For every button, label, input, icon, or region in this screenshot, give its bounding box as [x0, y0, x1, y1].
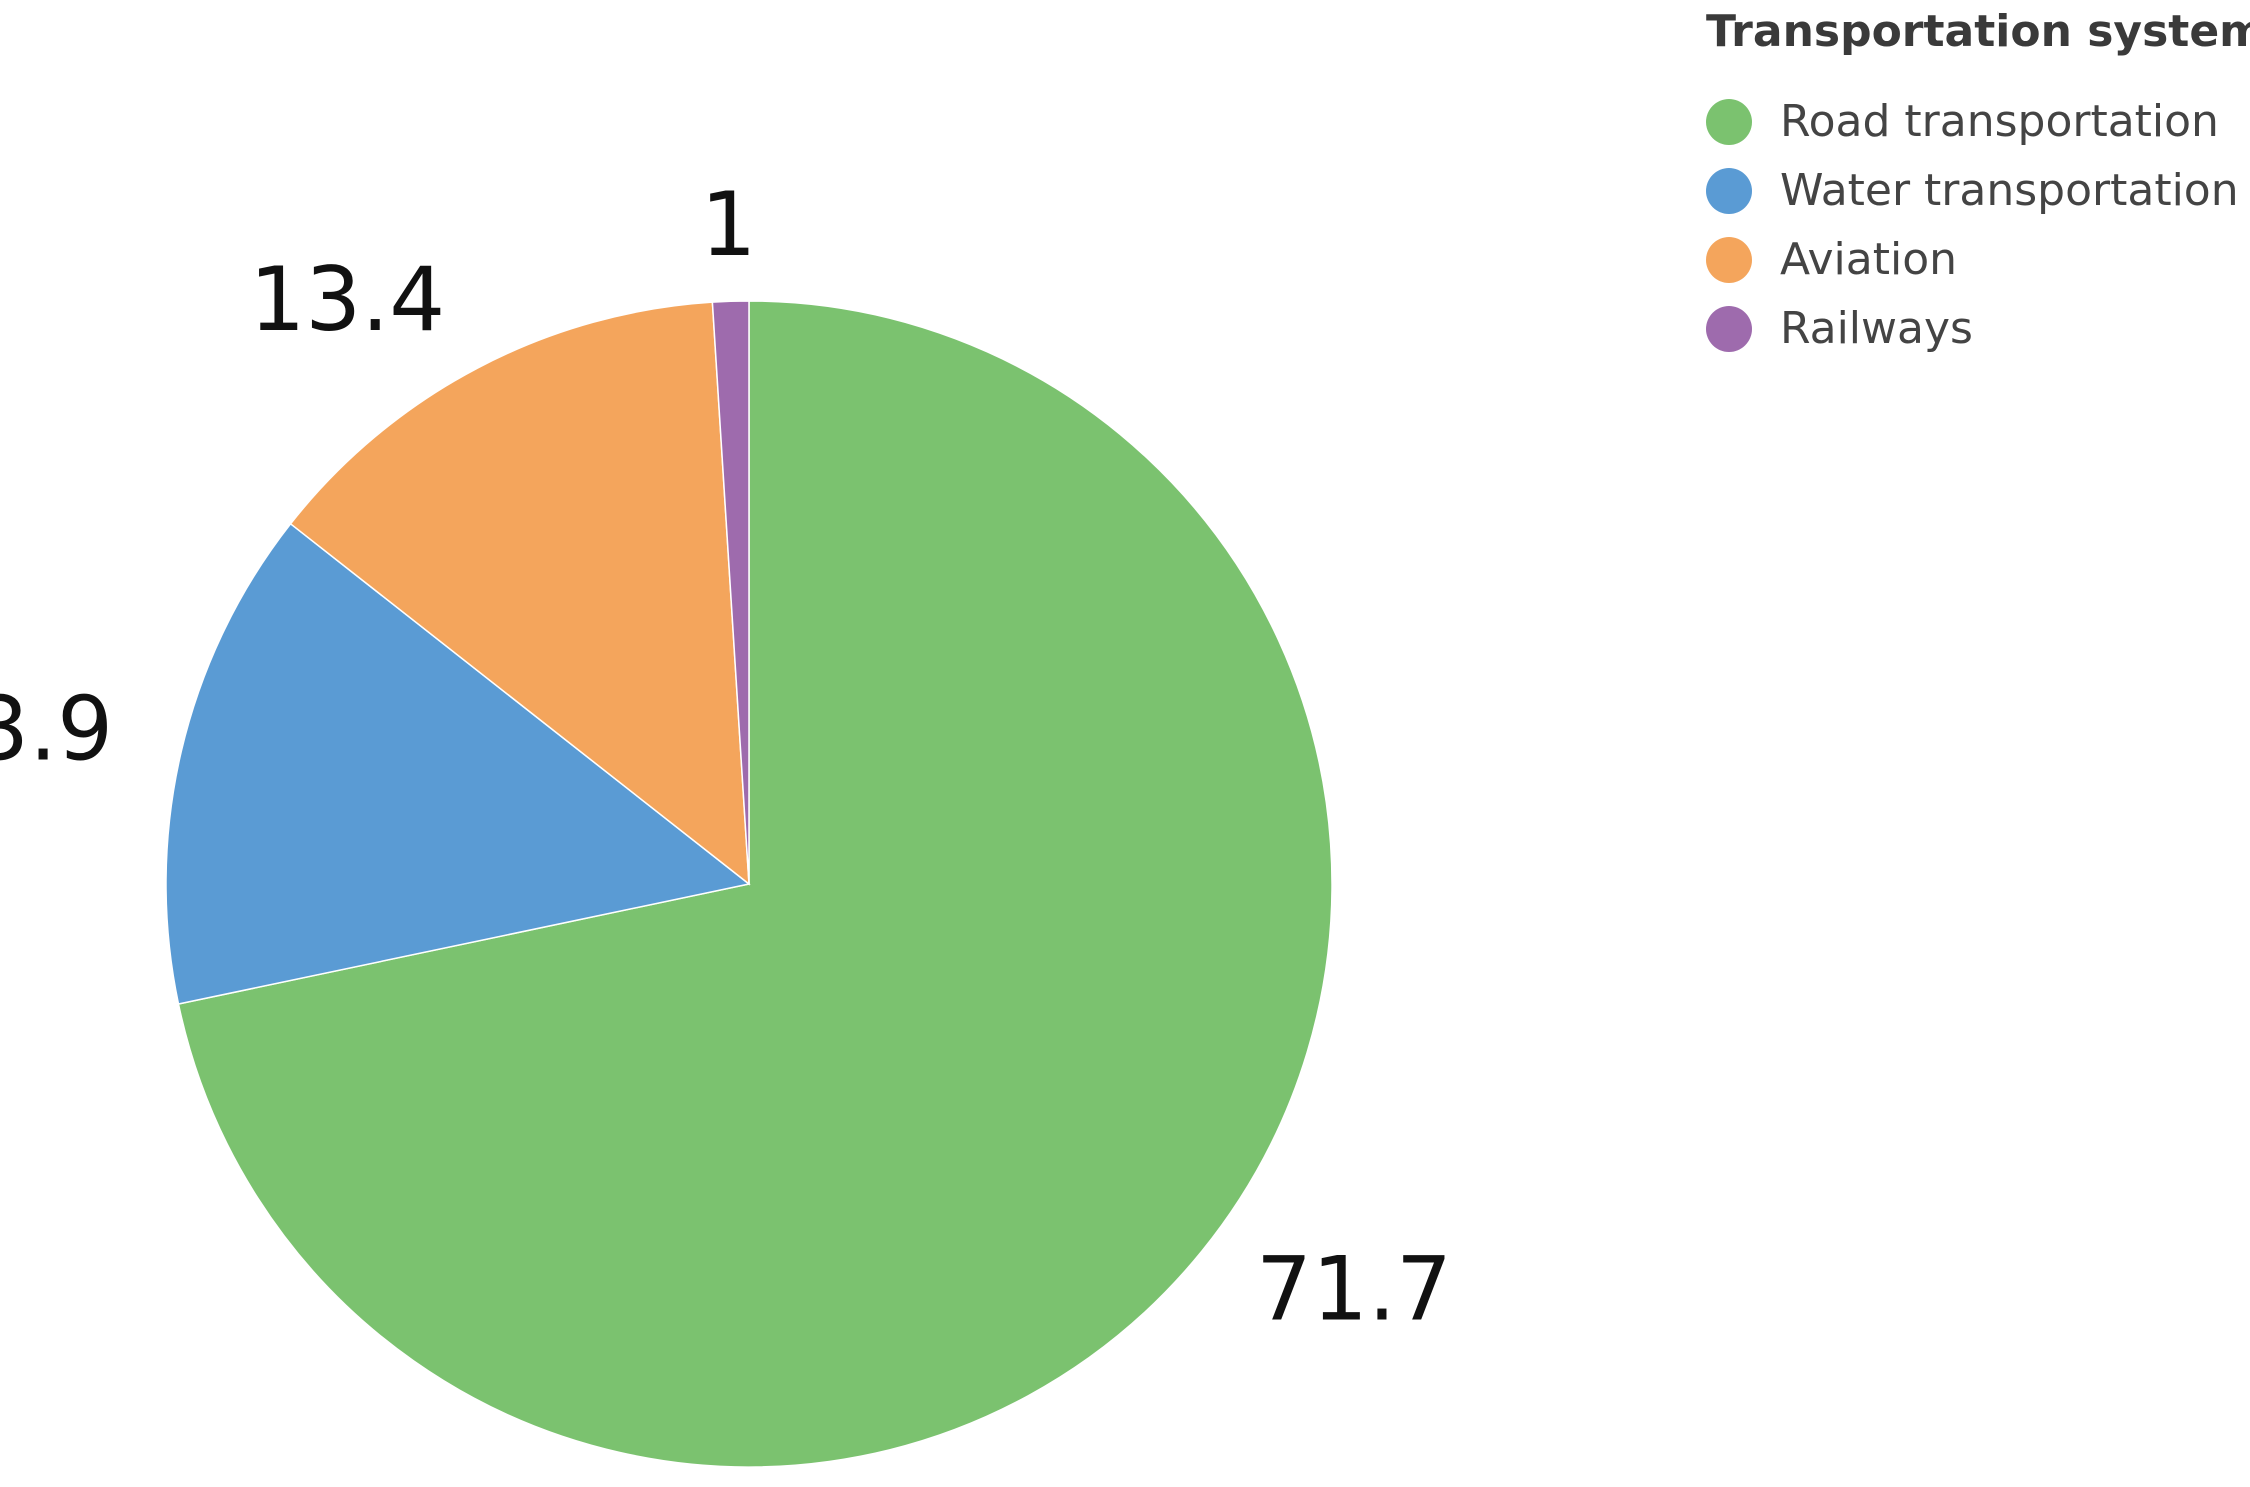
- legend-item-aviation: Aviation: [1706, 225, 2250, 294]
- pie-slice-water-transportation: [165, 522, 751, 1005]
- pie-label-aviation: 13.4: [249, 248, 445, 351]
- pie-label-road-transportation: 71.7: [1256, 1237, 1452, 1340]
- pie-slices: [165, 300, 1333, 1468]
- legend-item-road-transportation: Road transportation: [1706, 87, 2250, 156]
- pie-value-labels: 71.7 13.9 13.4 1: [0, 173, 1452, 1340]
- pie-slice-railways: [711, 300, 750, 885]
- legend-label-railways: Railways: [1780, 303, 1973, 354]
- legend-item-water-transportation: Water transportation: [1706, 156, 2250, 225]
- pie-label-railways: 1: [700, 173, 756, 276]
- legend-label-aviation: Aviation: [1780, 234, 1958, 285]
- legend-swatch-water-transportation: [1706, 167, 1752, 214]
- pie-slice-aviation: [289, 301, 750, 886]
- legend-item-railways: Railways: [1706, 294, 2250, 363]
- pie-label-water-transportation: 13.9: [0, 677, 113, 780]
- legend-swatch-road-transportation: [1706, 98, 1752, 145]
- legend-swatch-aviation: [1706, 236, 1752, 283]
- legend-title: Transportation system: [1706, 6, 2250, 57]
- legend-label-water-transportation: Water transportation: [1780, 165, 2239, 216]
- pie-slice-road-transportation: [177, 300, 1333, 1468]
- legend-label-road-transportation: Road transportation: [1780, 96, 2219, 147]
- legend-swatch-railways: [1706, 305, 1752, 352]
- legend: Transportation system Road transportatio…: [1706, 6, 2250, 363]
